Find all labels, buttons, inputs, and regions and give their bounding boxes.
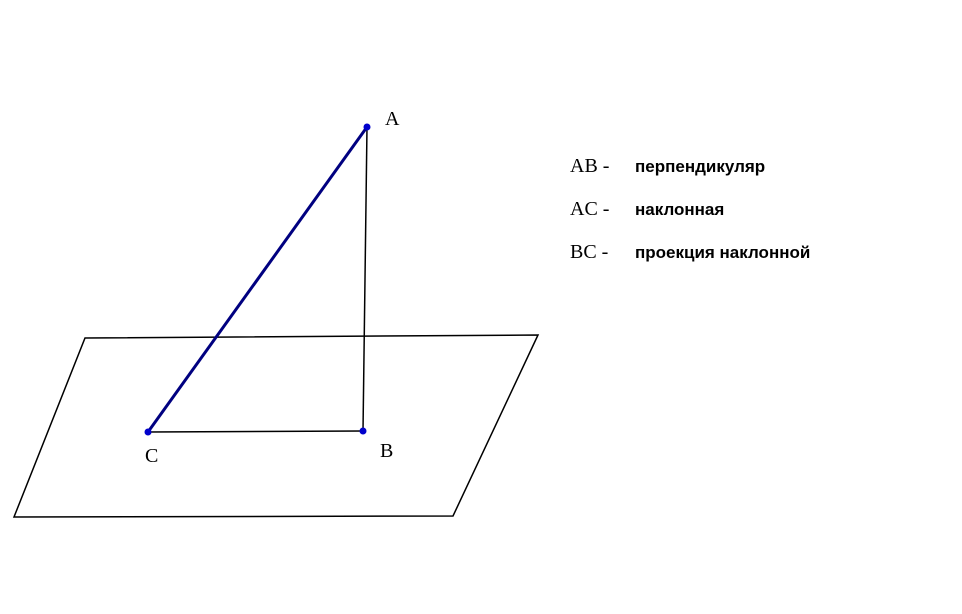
legend-label-ac: AC - bbox=[570, 198, 625, 221]
legend-row-ac: AC - наклонная bbox=[570, 198, 810, 221]
legend-row-bc: BC - проекция наклонной bbox=[570, 241, 810, 264]
diagram-svg bbox=[0, 0, 962, 609]
point-label-b: B bbox=[380, 440, 393, 463]
legend-label-bc: BC - bbox=[570, 241, 625, 264]
legend-value-ab: перпендикуляр bbox=[635, 157, 765, 177]
legend: AB - перпендикуляр AC - наклонная BC - п… bbox=[570, 155, 810, 284]
legend-value-ac: наклонная bbox=[635, 200, 724, 220]
point-label-c: C bbox=[145, 445, 158, 468]
legend-label-ab: AB - bbox=[570, 155, 625, 178]
point-label-a: A bbox=[385, 108, 399, 131]
legend-row-ab: AB - перпендикуляр bbox=[570, 155, 810, 178]
legend-value-bc: проекция наклонной bbox=[635, 243, 810, 263]
geometry-diagram: A B C AB - перпендикуляр AC - наклонная … bbox=[0, 0, 962, 609]
